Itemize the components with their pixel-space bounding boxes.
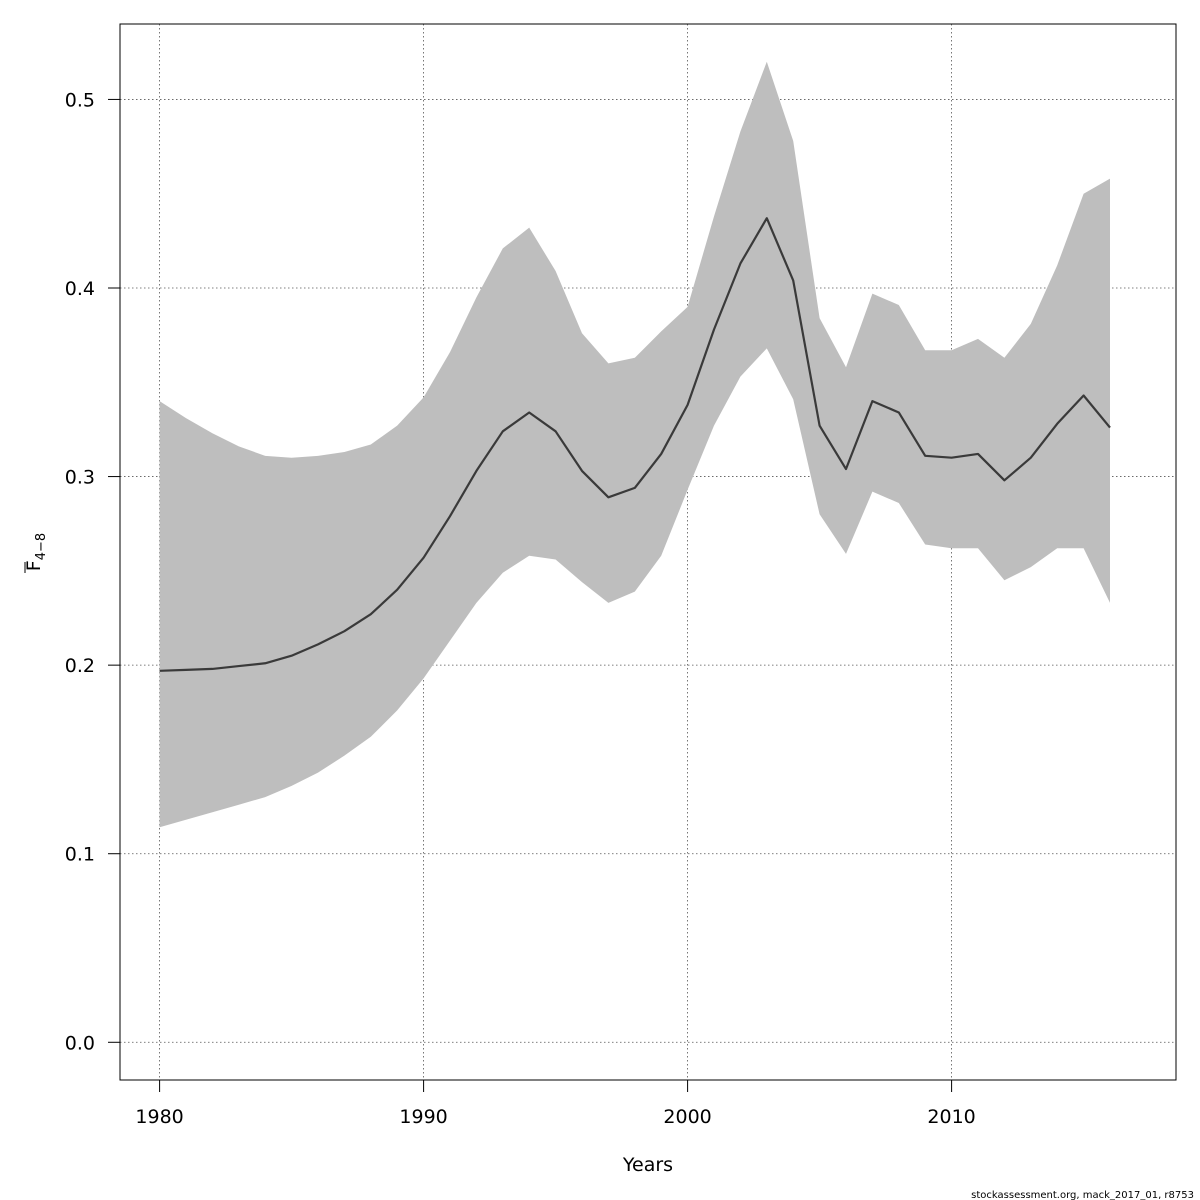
confidence-band	[159, 61, 1111, 828]
estimate-line	[159, 217, 1111, 672]
y-axis: 0.0 0.1 0.2 0.3 0.4 0.5	[65, 89, 121, 1054]
x-tick-label: 2000	[663, 1106, 711, 1128]
footnote: stockassessment.org, mack_2017_01, r8753	[971, 1190, 1194, 1200]
x-tick-label: 2010	[927, 1106, 975, 1128]
y-tick-label: 0.1	[65, 844, 95, 866]
y-axis-title-subscript: 4−8	[34, 533, 49, 560]
x-axis-title: Years	[622, 1154, 673, 1176]
y-axis-title: F4−8	[23, 533, 49, 573]
y-tick-label: 0.3	[65, 467, 95, 489]
y-axis-title-symbol: F	[23, 560, 45, 571]
svg-text:F4−8: F4−8	[23, 533, 49, 571]
x-tick-label: 1990	[399, 1106, 447, 1128]
y-tick-label: 0.5	[65, 89, 95, 111]
x-tick-label: 1980	[135, 1106, 183, 1128]
y-tick-label: 0.4	[65, 278, 95, 300]
y-tick-label: 0.2	[65, 655, 95, 677]
y-tick-label: 0.0	[65, 1032, 95, 1054]
x-axis: 1980 1990 2000 2010	[135, 1079, 976, 1128]
